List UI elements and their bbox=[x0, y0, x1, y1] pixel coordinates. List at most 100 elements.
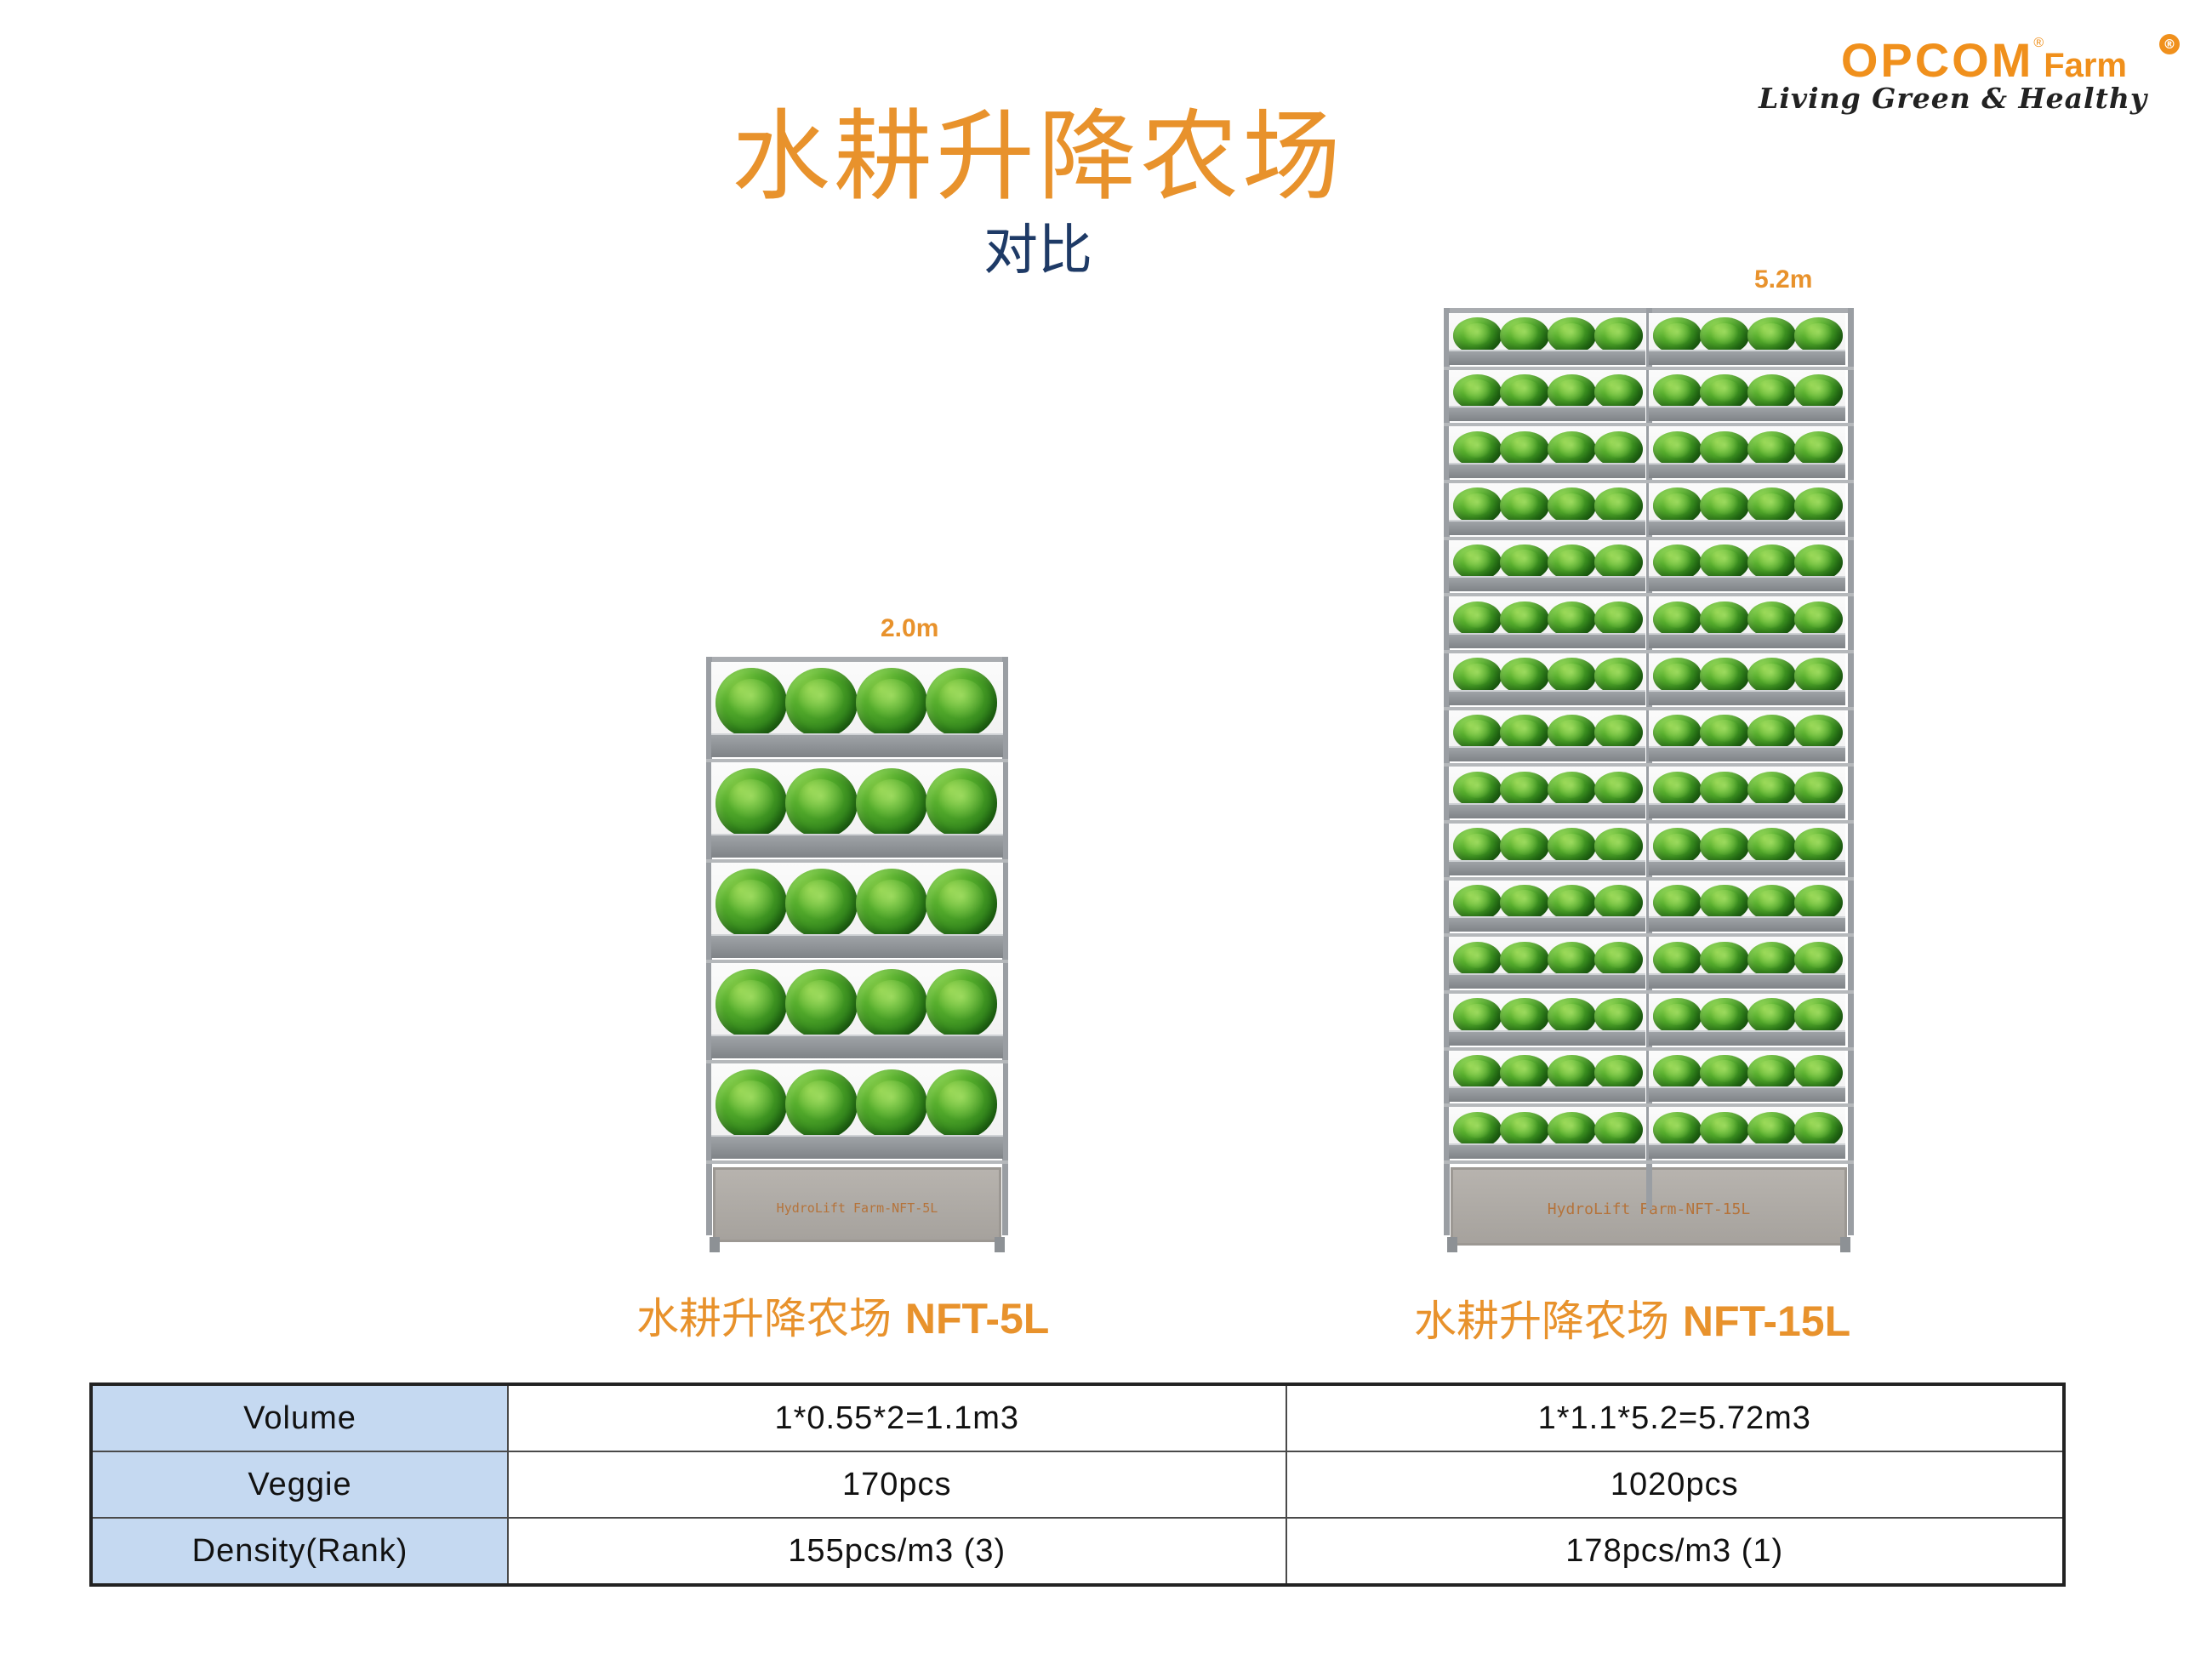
lettuce-plant bbox=[1653, 601, 1702, 637]
lettuce-plant bbox=[1653, 430, 1702, 467]
lettuce-plant bbox=[1793, 658, 1843, 694]
lettuce-plant bbox=[1500, 998, 1549, 1035]
lettuce-plant bbox=[1500, 1111, 1549, 1148]
table-cell: 170pcs bbox=[507, 1451, 1287, 1519]
tier-shelf bbox=[1444, 366, 1854, 370]
lettuce-plant bbox=[1453, 544, 1502, 581]
grow-tier bbox=[1449, 539, 1645, 592]
tier-shelf bbox=[1444, 990, 1854, 994]
lettuce-plant bbox=[1547, 771, 1596, 807]
lettuce-plant bbox=[1593, 544, 1643, 581]
farm-nft-5l-illustration: HydroLift Farm-NFT-5L bbox=[706, 657, 1008, 1269]
lettuce-plant bbox=[1500, 884, 1549, 921]
lettuce-plant bbox=[1500, 373, 1549, 411]
table-cell: 1*0.55*2=1.1m3 bbox=[507, 1383, 1287, 1452]
grow-tier bbox=[1449, 1107, 1645, 1159]
nft-tray bbox=[1449, 406, 1645, 422]
lettuce-plant bbox=[1547, 317, 1596, 354]
nft-tray bbox=[1449, 519, 1645, 535]
lettuce-plant bbox=[715, 969, 788, 1040]
tier-shelf bbox=[706, 1160, 1008, 1164]
nft-tray bbox=[711, 1035, 1003, 1058]
lettuce-plant bbox=[855, 768, 927, 839]
row-label: Veggie bbox=[90, 1451, 509, 1519]
lettuce-plant bbox=[1653, 998, 1702, 1035]
lettuce-plant bbox=[1700, 1111, 1749, 1148]
grow-tier bbox=[1449, 880, 1645, 932]
farm-1-caption-cn: 水耕升降农场 bbox=[636, 1294, 892, 1343]
rack-foot bbox=[1447, 1237, 1457, 1252]
lettuce-plant bbox=[1747, 373, 1796, 411]
lettuce-plant bbox=[1500, 771, 1549, 807]
lettuce-plant bbox=[1653, 317, 1702, 354]
water-tank: HydroLift Farm-NFT-5L bbox=[713, 1167, 1001, 1242]
nft-tray bbox=[1649, 1086, 1845, 1103]
lettuce-plant bbox=[1747, 941, 1796, 978]
lettuce-plant bbox=[1653, 658, 1702, 694]
nft-tray bbox=[1649, 349, 1845, 365]
nft-tray bbox=[1449, 972, 1645, 989]
lettuce-plant bbox=[1500, 487, 1549, 524]
lettuce-plant bbox=[1593, 373, 1643, 411]
lettuce-plant bbox=[1700, 884, 1749, 921]
lettuce-plant bbox=[1747, 601, 1796, 637]
lettuce-plant bbox=[785, 1069, 858, 1140]
farm-2-caption-model: NFT-15L bbox=[1682, 1297, 1851, 1345]
grow-tier bbox=[1449, 483, 1645, 535]
lettuce-plant bbox=[785, 969, 858, 1040]
table-cell: 178pcs/m3 (1) bbox=[1285, 1517, 2065, 1586]
lettuce-plant bbox=[1500, 714, 1549, 751]
nft-tray bbox=[1649, 462, 1845, 478]
lettuce-plant bbox=[1653, 771, 1702, 807]
lettuce-plant bbox=[1547, 658, 1596, 694]
lettuce-plant bbox=[1453, 658, 1502, 694]
lettuce-plant bbox=[1700, 544, 1749, 581]
lettuce-plant bbox=[1593, 884, 1643, 921]
tier-shelf bbox=[1444, 1103, 1854, 1108]
tier-shelf bbox=[1444, 650, 1854, 653]
nft-tray bbox=[711, 733, 1003, 757]
lettuce-plant bbox=[1747, 658, 1796, 694]
lettuce-plant bbox=[1700, 601, 1749, 637]
tier-shelf bbox=[1444, 423, 1854, 427]
grow-tier bbox=[1649, 880, 1845, 932]
nft-tray bbox=[1449, 1086, 1645, 1103]
lettuce-plant bbox=[1747, 998, 1796, 1035]
lettuce-plant bbox=[1593, 828, 1643, 864]
lettuce-plant bbox=[1453, 317, 1502, 354]
grow-tier bbox=[1649, 369, 1845, 422]
lettuce-plant bbox=[1547, 714, 1596, 751]
table-cell: 1020pcs bbox=[1285, 1451, 2065, 1519]
grow-tier bbox=[1649, 653, 1845, 705]
nft-tray bbox=[1449, 632, 1645, 648]
grow-tier bbox=[1449, 824, 1645, 875]
lettuce-plant bbox=[1793, 1054, 1843, 1092]
tier-shelf bbox=[1444, 593, 1854, 597]
lettuce-plant bbox=[1453, 373, 1502, 411]
grow-tier bbox=[711, 762, 1003, 858]
lettuce-plant bbox=[1500, 317, 1549, 354]
lettuce-plant bbox=[855, 869, 927, 939]
grow-tier bbox=[1649, 313, 1845, 365]
tier-shelf bbox=[1444, 1160, 1854, 1164]
lettuce-plant bbox=[1547, 998, 1596, 1035]
lettuce-plant bbox=[785, 869, 858, 939]
lettuce-plant bbox=[1453, 884, 1502, 921]
grow-tier bbox=[1649, 710, 1845, 762]
lettuce-plant bbox=[855, 1069, 927, 1140]
grow-tier bbox=[1649, 994, 1845, 1046]
grow-tier bbox=[1649, 937, 1845, 989]
nft-tray bbox=[1449, 802, 1645, 818]
tier-shelf bbox=[706, 960, 1008, 963]
grow-tier bbox=[1649, 596, 1845, 648]
nft-tray bbox=[1649, 1029, 1845, 1046]
table-row: Density(Rank) 155pcs/m3 (3) 178pcs/m3 (1… bbox=[90, 1517, 2065, 1586]
lettuce-plant bbox=[1653, 1111, 1702, 1148]
lettuce-plant bbox=[1500, 1054, 1549, 1092]
nft-tray bbox=[1649, 972, 1845, 989]
lettuce-plant bbox=[1700, 714, 1749, 751]
lettuce-plant bbox=[1747, 884, 1796, 921]
logo-brand: OPCOM bbox=[1840, 33, 2034, 87]
lettuce-plant bbox=[1500, 544, 1549, 581]
nft-tray bbox=[1449, 349, 1645, 365]
